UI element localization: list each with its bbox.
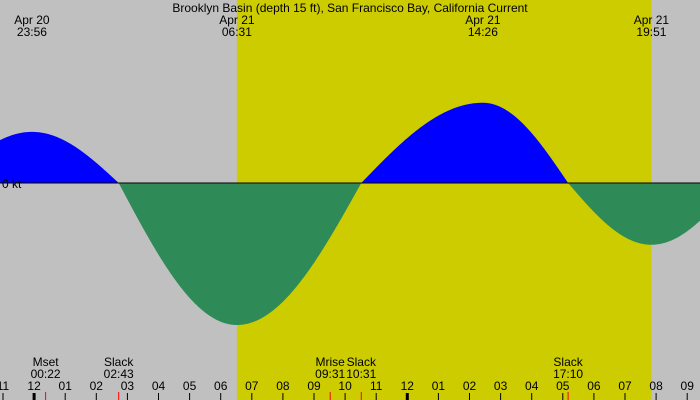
hour-label-2: 01: [59, 379, 73, 393]
extremum-date-2: Apr 21: [465, 13, 501, 27]
hour-label-1: 12: [27, 379, 41, 393]
extremum-time-0: 23:56: [17, 25, 47, 39]
event-time-3: 10:31: [346, 367, 376, 381]
hour-label-0: 11: [0, 379, 10, 393]
event-time-0: 00:22: [31, 367, 61, 381]
hour-label-8: 07: [245, 379, 259, 393]
ebb-current-area: [0, 183, 700, 325]
event-time-4: 17:10: [553, 367, 583, 381]
hour-label-3: 02: [90, 379, 104, 393]
chart-title: Brooklyn Basin (depth 15 ft), San Franci…: [172, 1, 528, 15]
hour-label-14: 01: [432, 379, 446, 393]
event-time-2: 09:31: [315, 367, 345, 381]
hour-label-10: 09: [307, 379, 321, 393]
event-label-3: Slack: [347, 355, 377, 369]
event-label-4: Slack: [553, 355, 583, 369]
hour-label-9: 08: [276, 379, 290, 393]
extremum-time-2: 14:26: [468, 25, 498, 39]
hour-label-6: 05: [183, 379, 197, 393]
extremum-date-3: Apr 21: [634, 13, 670, 27]
hour-axis: 11 12 01 02 03 04 05 06 07 08 09 10 11 12 01 02 03 04 05 06…: [0, 379, 694, 400]
hour-label-15: 02: [463, 379, 477, 393]
hour-label-11: 10: [338, 379, 352, 393]
event-time-1: 02:43: [104, 367, 134, 381]
hour-label-16: 03: [494, 379, 508, 393]
hour-label-5: 04: [152, 379, 166, 393]
hour-label-13: 12: [401, 379, 415, 393]
event-label-2: Mrise: [316, 355, 346, 369]
extremum-time-3: 19:51: [636, 25, 666, 39]
hour-label-19: 06: [587, 379, 601, 393]
hour-label-21: 08: [649, 379, 663, 393]
flood-current-area: [0, 102, 700, 183]
extremum-date-0: Apr 20: [14, 13, 50, 27]
event-label-1: Slack: [104, 355, 134, 369]
hour-label-4: 03: [121, 379, 135, 393]
extremum-time-1: 06:31: [222, 25, 252, 39]
extremum-date-1: Apr 21: [219, 13, 255, 27]
bottom-event-labels: Mset00:22Slack02:43Mrise09:31Slack10:31S…: [31, 355, 584, 400]
hour-label-20: 07: [618, 379, 632, 393]
zero-kt-label: 0 kt: [2, 177, 22, 191]
hour-label-17: 04: [525, 379, 539, 393]
hour-label-7: 06: [214, 379, 228, 393]
hour-label-12: 11: [370, 379, 383, 393]
hour-label-22: 09: [681, 379, 695, 393]
hour-label-18: 05: [556, 379, 570, 393]
event-label-0: Mset: [33, 355, 60, 369]
